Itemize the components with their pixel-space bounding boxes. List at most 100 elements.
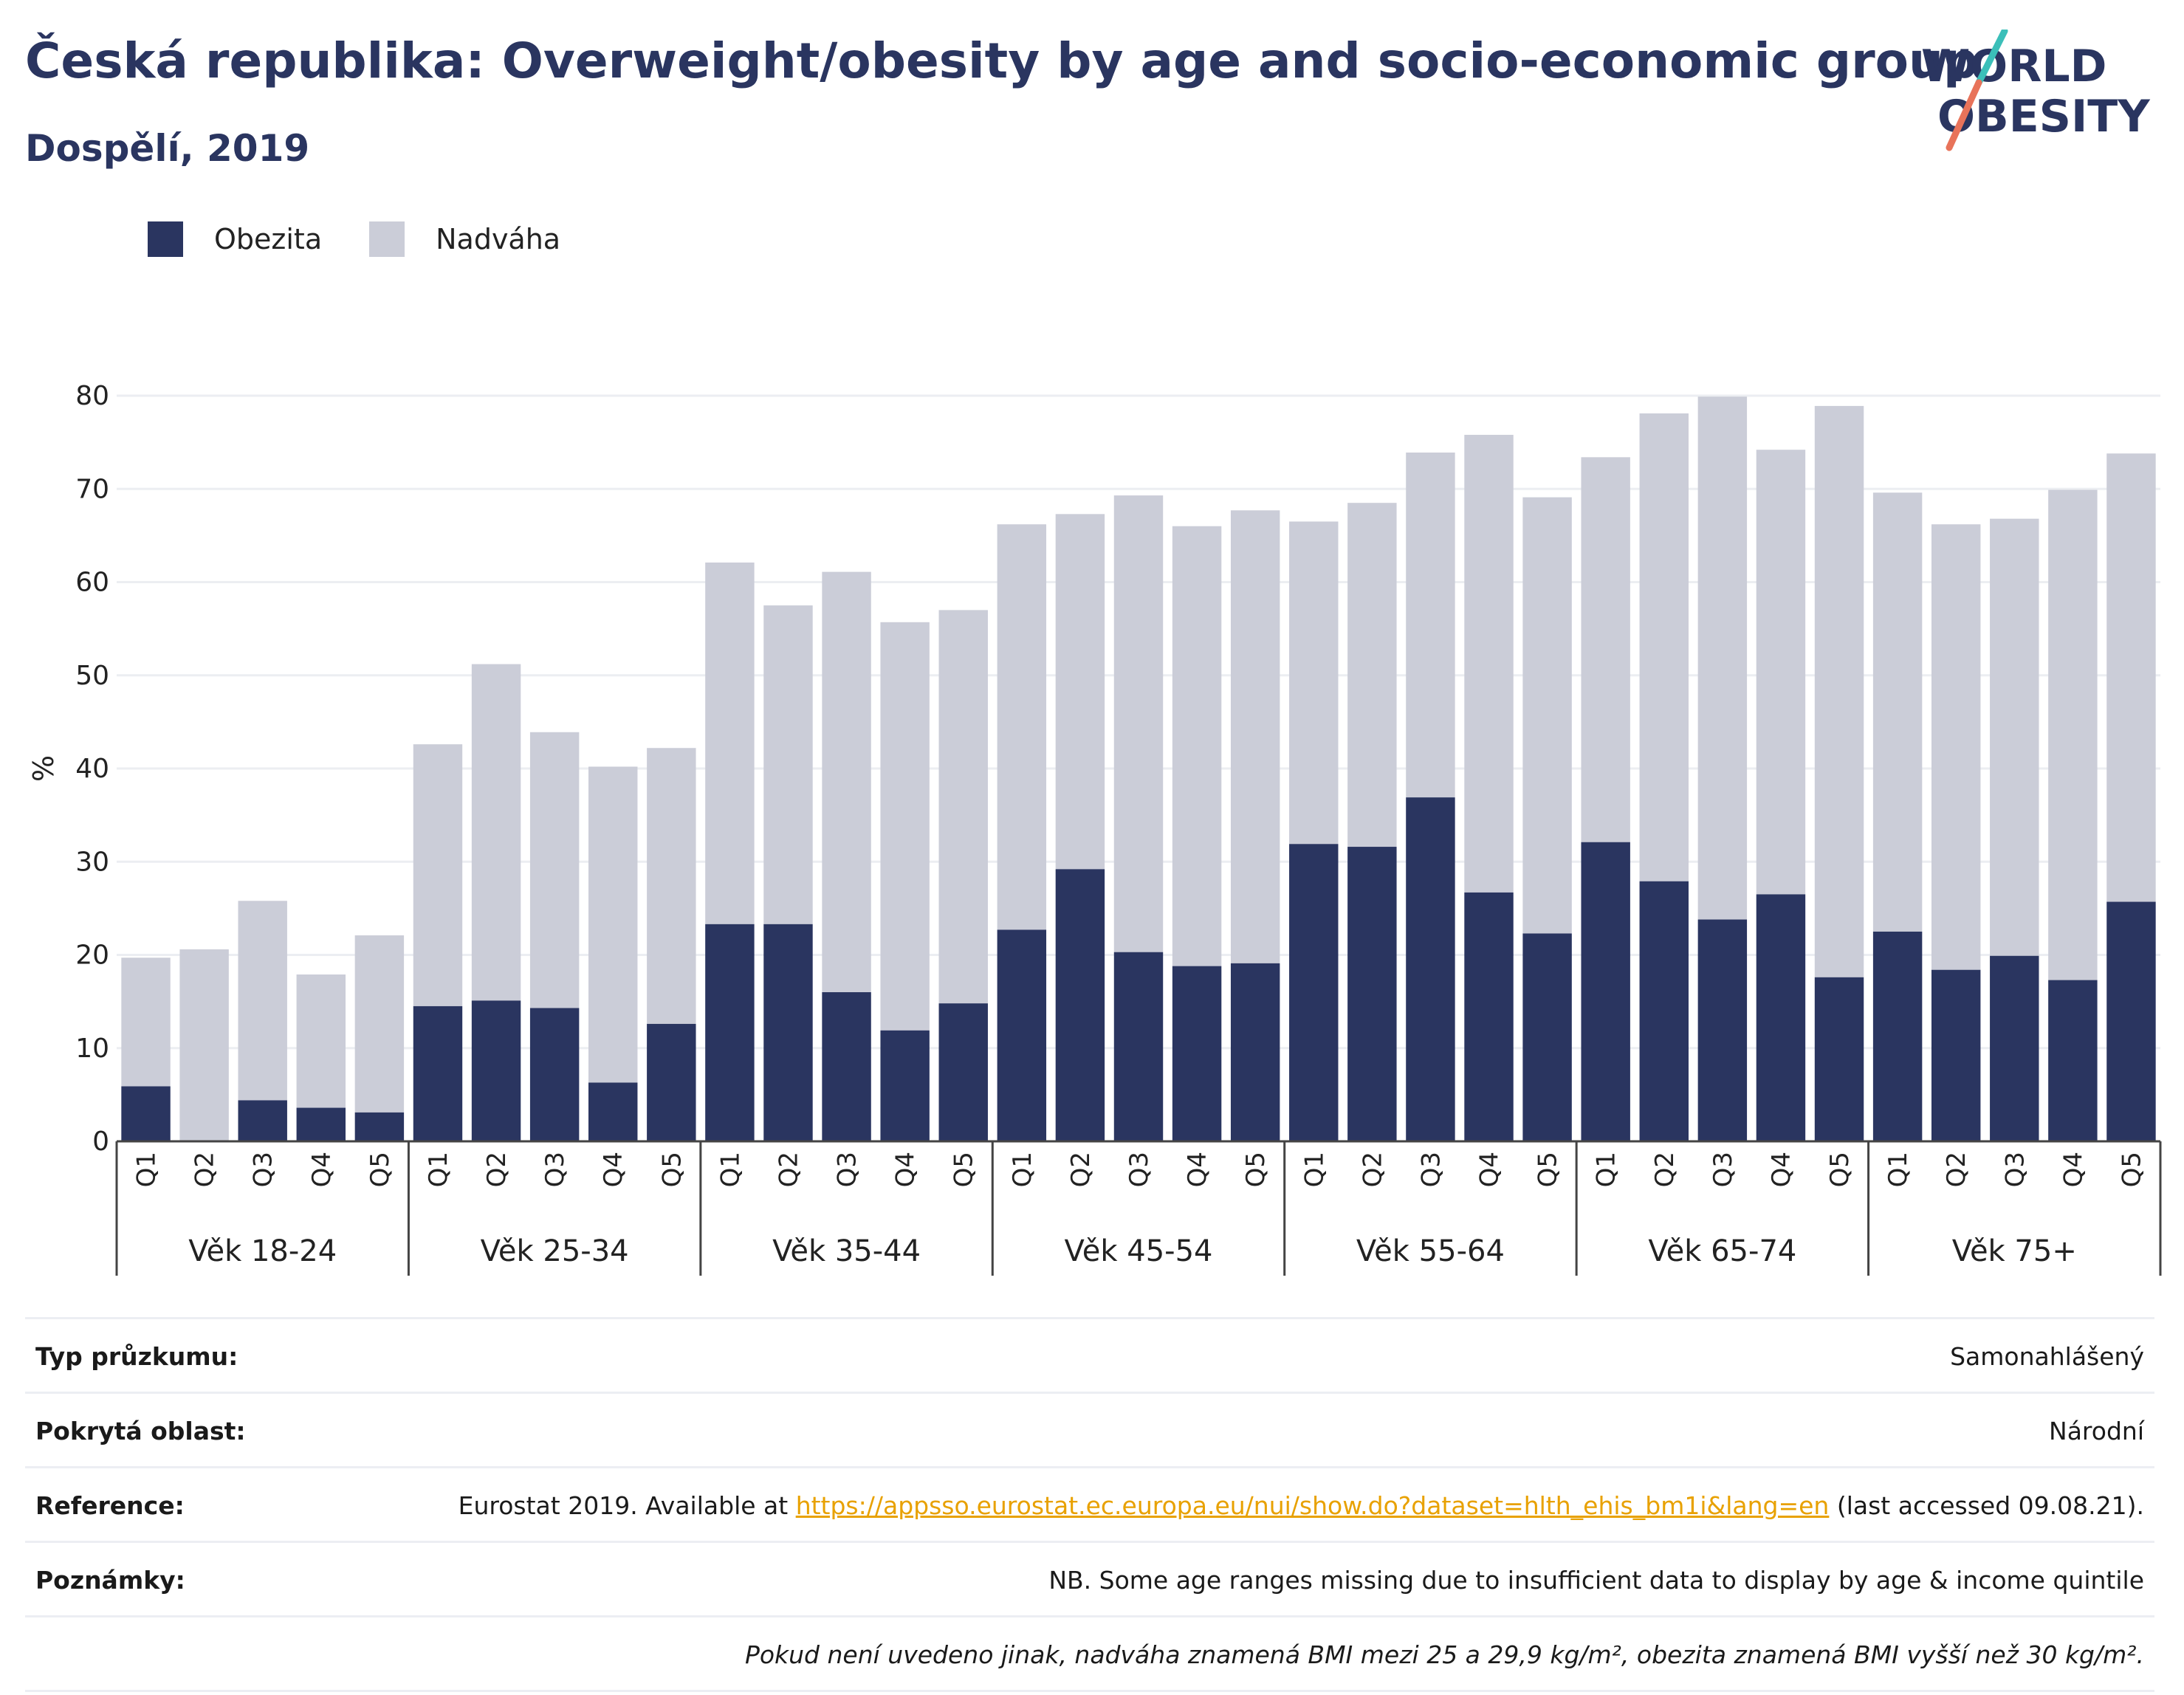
logo-slash-teal <box>1975 30 2008 86</box>
y-tick-label-30: 30 <box>75 847 109 877</box>
x-tick-label-g2-q4: Q4 <box>599 1152 628 1187</box>
x-tick-label-g3-q3: Q3 <box>833 1152 862 1187</box>
x-tick-label-g6-q2: Q2 <box>1650 1152 1680 1187</box>
bar-nadvaha-g5-q2 <box>1347 503 1397 848</box>
group-label-7: Věk 75+ <box>1952 1234 2077 1268</box>
bar-nadvaha-g3-q3 <box>822 571 871 992</box>
info-value-reference: Eurostat 2019. Available at https://apps… <box>459 1489 2144 1523</box>
bar-obezita-g6-q2 <box>1639 881 1689 1141</box>
bar-obezita-g3-q5 <box>938 1003 988 1141</box>
bar-nadvaha-g4-q4 <box>1172 526 1222 966</box>
bar-obezita-g1-q3 <box>238 1100 287 1141</box>
y-tick-label-40: 40 <box>75 754 109 784</box>
info-row-notes: Poznámky: NB. Some age ranges missing du… <box>25 1541 2154 1615</box>
x-tick-label-g5-q1: Q1 <box>1299 1152 1329 1187</box>
logo-line-world: WORLD <box>1921 41 2106 92</box>
x-tick-label-g7-q3: Q3 <box>2000 1152 2030 1187</box>
bar-obezita-g5-q4 <box>1464 892 1514 1141</box>
bar-nadvaha-g2-q1 <box>413 744 463 1006</box>
bar-nadvaha-g5-q5 <box>1522 497 1572 934</box>
x-tick-label-g7-q1: Q1 <box>1883 1152 1913 1187</box>
x-tick-label-g6-q5: Q5 <box>1825 1152 1855 1187</box>
info-row-reference: Reference: Eurostat 2019. Available at h… <box>25 1466 2154 1541</box>
stacked-bar-chart: 0 10 20 30 40 50 60 70 80% Q1 Q2 Q3 Q4 Q5 Q1 Q2 Q3 Q4 Q5 Q1… <box>27 381 2162 1276</box>
legend-swatch-nadvaha <box>369 221 405 257</box>
bar-nadvaha-g2-q5 <box>647 748 696 1024</box>
info-key-reference: Reference: <box>35 1491 185 1520</box>
bar-nadvaha-g1-q5 <box>354 935 405 1113</box>
x-tick-label-g6-q4: Q4 <box>1767 1152 1796 1187</box>
y-tick-label-10: 10 <box>75 1034 109 1064</box>
bar-nadvaha-g3-q5 <box>938 610 988 1004</box>
legend-label-nadvaha: Nadváha <box>436 223 561 255</box>
x-tick-label-g3-q4: Q4 <box>891 1152 921 1187</box>
bar-nadvaha-g2-q4 <box>588 766 638 1083</box>
bar-obezita-g7-q2 <box>1931 969 1981 1141</box>
bar-nadvaha-g5-q3 <box>1406 453 1455 798</box>
x-tick-label-g1-q1: Q1 <box>132 1152 162 1187</box>
bar-obezita-g7-q5 <box>2106 901 2156 1141</box>
legend-item-nadvaha: Nadváha <box>369 221 560 257</box>
bar-obezita-g3-q4 <box>880 1030 930 1141</box>
bar-nadvaha-g2-q2 <box>471 664 521 1001</box>
bar-obezita-g7-q4 <box>2048 980 2098 1141</box>
bar-nadvaha-g3-q1 <box>705 562 755 924</box>
bar-nadvaha-g5-q1 <box>1289 521 1339 845</box>
info-row-footnote: Pokud není uvedeno jinak, nadváha znamen… <box>25 1615 2154 1692</box>
group-label-5: Věk 55-64 <box>1356 1234 1505 1268</box>
bar-nadvaha-g7-q4 <box>2048 489 2098 980</box>
y-tick-label-60: 60 <box>75 568 109 598</box>
bar-nadvaha-g3-q4 <box>880 622 930 1031</box>
bar-nadvaha-g6-q4 <box>1756 450 1806 895</box>
bar-nadvaha-g6-q3 <box>1697 396 1748 920</box>
info-value-notes: NB. Some age ranges missing due to insuf… <box>1048 1566 2144 1595</box>
info-value-coverage: Národní <box>2049 1417 2144 1445</box>
x-tick-label-g2-q3: Q3 <box>540 1152 570 1187</box>
x-tick-label-g6-q1: Q1 <box>1592 1152 1621 1187</box>
bar-nadvaha-g4-q3 <box>1113 495 1164 952</box>
bar-obezita-g4-q2 <box>1055 869 1105 1141</box>
group-label-2: Věk 25-34 <box>481 1234 629 1268</box>
bar-obezita-g2-q4 <box>588 1082 638 1141</box>
y-tick-label-80: 80 <box>75 381 109 411</box>
logo-slash-coral <box>1946 79 1982 151</box>
reference-link[interactable]: https://appsso.eurostat.ec.europa.eu/nui… <box>795 1491 1830 1520</box>
x-tick-label-g4-q1: Q1 <box>1008 1152 1037 1187</box>
x-tick-label-g4-q3: Q3 <box>1124 1152 1154 1187</box>
x-tick-label-g4-q4: Q4 <box>1183 1152 1212 1187</box>
bar-obezita-g5-q5 <box>1522 933 1572 1141</box>
group-label-1: Věk 18-24 <box>188 1234 337 1268</box>
bar-obezita-g2-q2 <box>471 1000 521 1141</box>
info-row-survey-type: Typ průzkumu: Samonahlášený <box>25 1317 2154 1392</box>
bar-obezita-g7-q1 <box>1872 931 1923 1141</box>
x-tick-label-g2-q5: Q5 <box>657 1152 687 1187</box>
info-footnote: Pokud není uvedeno jinak, nadváha znamen… <box>744 1640 2144 1669</box>
bar-obezita-g6-q5 <box>1814 977 1864 1141</box>
group-label-6: Věk 65-74 <box>1648 1234 1796 1268</box>
x-tick-label-g1-q5: Q5 <box>365 1152 395 1187</box>
chart-legend: Obezita Nadváha <box>148 217 608 261</box>
bar-obezita-g1-q4 <box>296 1107 346 1141</box>
page-subtitle: Dospělí, 2019 <box>25 127 310 170</box>
bar-obezita-g6-q3 <box>1697 919 1748 1141</box>
world-obesity-logo: WORLD OBESITY <box>1921 30 2151 151</box>
page-title: Česká republika: Overweight/obesity by a… <box>25 32 1979 89</box>
x-tick-label-g4-q5: Q5 <box>1241 1152 1271 1187</box>
x-tick-label-g2-q1: Q1 <box>424 1152 453 1187</box>
bar-obezita-g3-q1 <box>705 924 755 1141</box>
x-tick-label-g3-q5: Q5 <box>950 1152 979 1187</box>
bar-obezita-g3-q2 <box>763 924 813 1141</box>
bar-obezita-g6-q1 <box>1581 842 1630 1141</box>
bar-obezita-g1-q5 <box>354 1112 405 1141</box>
x-tick-label-g5-q3: Q3 <box>1416 1152 1446 1187</box>
bar-nadvaha-g4-q1 <box>997 524 1047 930</box>
legend-item-obezita: Obezita <box>148 221 322 257</box>
group-label-3: Věk 35-44 <box>772 1234 921 1268</box>
y-axis-label: % <box>27 755 60 782</box>
bar-nadvaha-g2-q3 <box>529 732 580 1008</box>
bar-obezita-g5-q2 <box>1347 847 1397 1141</box>
bar-obezita-g4-q5 <box>1230 963 1280 1141</box>
bar-nadvaha-g1-q2 <box>179 949 229 1141</box>
x-tick-label-g1-q2: Q2 <box>190 1152 220 1187</box>
x-tick-label-g4-q2: Q2 <box>1066 1152 1096 1187</box>
